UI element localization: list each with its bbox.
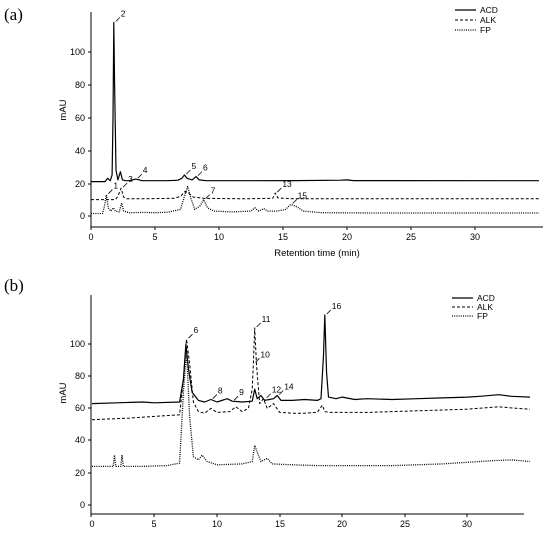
panel-a-y-axis-title: mAU	[58, 99, 69, 120]
panel-a-x-tick-label: 25	[406, 232, 416, 242]
peak-pointer	[186, 169, 191, 175]
panel-a-y-ticks: 0 20 40 60 80 100	[70, 47, 91, 221]
panel-b-x-tick-label: 25	[400, 519, 410, 529]
peak-pointer	[197, 171, 203, 176]
legend-fp-label: FP	[480, 25, 491, 35]
peak-label-8: 8	[218, 386, 223, 396]
peak-label-6: 6	[193, 325, 198, 335]
legend-acd-label: ACD	[480, 5, 498, 15]
panel-a-x-tick-label: 0	[88, 232, 93, 242]
peak-pointer	[115, 17, 121, 22]
panel-a-x-axis-title: Retention time (min)	[274, 248, 360, 259]
panel-b-peak-labels: 6 8 9 10 11 12 14 16	[188, 301, 342, 401]
peak-label-15: 15	[298, 191, 308, 201]
panel-a-y-tick-label: 80	[75, 80, 85, 90]
panel-a-series-acd-line	[91, 21, 540, 183]
peak-pointer	[255, 358, 260, 363]
panel-a: (a) 0 20 40 60 80 100 0 5 1	[4, 5, 543, 259]
peak-pointer	[256, 322, 261, 328]
peak-pointer	[326, 309, 332, 315]
peak-label-14: 14	[284, 382, 294, 392]
peak-label-5: 5	[191, 161, 196, 171]
peak-pointer	[137, 173, 143, 179]
peak-pointer	[212, 394, 218, 399]
panel-a-label: (a)	[4, 5, 23, 24]
peak-pointer	[278, 390, 284, 395]
panel-b-y-ticks: 0 20 40 60 80 100	[70, 339, 91, 510]
peak-label-1: 1	[113, 181, 118, 191]
panel-b-legend: ACD ALK FP	[452, 293, 495, 321]
panel-b-x-tick-label: 15	[275, 519, 285, 529]
panel-a-y-tick-label: 40	[75, 146, 85, 156]
peak-pointer	[122, 182, 128, 188]
peak-label-10: 10	[260, 349, 270, 359]
peak-pointer	[108, 189, 113, 194]
peak-pointer	[266, 393, 271, 399]
panel-a-x-tick-label: 20	[342, 232, 352, 242]
peak-pointer	[205, 194, 210, 199]
panel-b-y-tick-label: 40	[75, 435, 85, 445]
panel-b-series-fp-line	[92, 349, 531, 468]
panel-a-x-tick-label: 30	[470, 232, 480, 242]
panel-a-x-tick-label: 10	[214, 232, 224, 242]
panel-b-series-alk-line	[91, 327, 531, 421]
panel-a-x-tick-label: 5	[152, 232, 157, 242]
legend-acd-label: ACD	[477, 293, 495, 303]
peak-pointer	[188, 333, 193, 339]
peak-label-7: 7	[211, 186, 216, 196]
panel-b-y-tick-label: 80	[75, 371, 85, 381]
panel-a-y-tick-label: 100	[70, 47, 85, 57]
panel-a-legend: ACD ALK FP	[455, 5, 498, 35]
peak-label-9: 9	[239, 387, 244, 397]
panel-b-x-tick-label: 30	[462, 519, 472, 529]
panel-b-x-tick-label: 5	[151, 519, 156, 529]
panel-a-y-tick-label: 0	[80, 211, 85, 221]
panel-b-y-tick-label: 60	[75, 403, 85, 413]
panel-b-x-tick-label: 0	[89, 519, 94, 529]
panel-b-label: (b)	[4, 276, 24, 295]
panel-a-y-tick-label: 60	[75, 113, 85, 123]
panel-a-x-tick-label: 15	[278, 232, 288, 242]
panel-b-y-tick-label: 0	[80, 500, 85, 510]
panel-b-y-tick-label: 20	[75, 468, 85, 478]
legend-alk-label: ALK	[477, 302, 493, 312]
peak-label-11: 11	[262, 314, 271, 324]
panel-b-x-tick-label: 20	[337, 519, 347, 529]
peak-label-13: 13	[282, 179, 292, 189]
legend-fp-label: FP	[477, 311, 488, 321]
panel-a-y-tick-label: 20	[75, 179, 85, 189]
peak-label-6: 6	[203, 163, 208, 173]
legend-alk-label: ALK	[480, 15, 496, 25]
panel-b-x-ticks: 0 5 10 15 20 25 30	[89, 514, 472, 529]
panel-b-x-tick-label: 10	[212, 519, 222, 529]
panel-b: (b) 0 20 40 60 80 100 0 5 1	[4, 276, 531, 529]
peak-label-12: 12	[272, 385, 282, 395]
peak-pointer	[233, 395, 239, 401]
panel-b-series-acd-line	[91, 314, 531, 405]
panel-a-x-ticks: 0 5 10 15 20 25 30	[88, 227, 480, 242]
panel-b-y-tick-label: 100	[70, 339, 85, 349]
panel-b-y-axis-title: mAU	[58, 382, 69, 403]
panel-a-series-fp-line	[91, 185, 539, 215]
peak-label-4: 4	[143, 165, 148, 175]
peak-pointer	[277, 187, 282, 193]
peak-label-3: 3	[128, 174, 133, 184]
peak-pointer	[292, 199, 297, 204]
peak-label-16: 16	[332, 301, 342, 311]
peak-label-2: 2	[121, 8, 126, 18]
panel-a-series-alk-line	[91, 187, 539, 201]
